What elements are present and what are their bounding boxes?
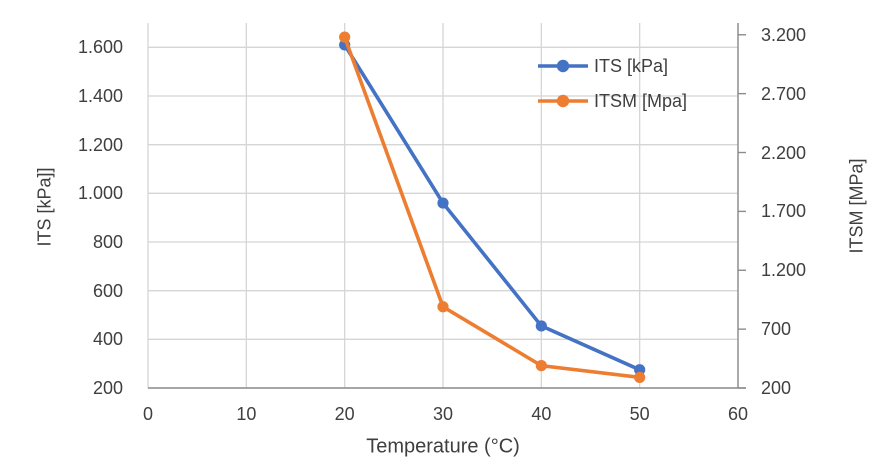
data-point-marker <box>535 360 547 372</box>
legend-line-marker-icon <box>538 59 588 73</box>
data-point-marker <box>535 320 547 332</box>
gridlines <box>147 23 739 389</box>
data-point-marker <box>437 197 449 209</box>
series-line <box>342 36 640 380</box>
data-point-marker <box>634 371 646 384</box>
right-axis-tick-label: 700 <box>761 319 792 340</box>
legend: ITS [kPa] ITSM [Mpa] <box>538 52 687 122</box>
legend-label: ITSM [Mpa] <box>594 90 688 111</box>
series-line <box>343 43 641 372</box>
x-axis-title: Temperature (°C) <box>366 435 520 458</box>
x-axis-tick-label: 30 <box>432 404 454 424</box>
axis-lines <box>148 23 746 389</box>
right-axis-tick-label: 1.200 <box>761 260 807 281</box>
right-axis-title: ITSM [MPa] <box>846 158 867 254</box>
legend-line-marker-icon <box>538 94 588 108</box>
data-point-marker <box>339 31 351 43</box>
data-point-marker <box>634 364 646 376</box>
x-axis-tick-label: 60 <box>727 404 749 424</box>
left-axis-tick-label: 1.200 <box>77 134 123 155</box>
right-axis-tick-label: 1.700 <box>761 201 807 222</box>
legend-label: ITS [kPa] <box>594 55 669 76</box>
series-itsm <box>339 31 646 384</box>
left-axis-tick-label: 400 <box>92 329 123 350</box>
right-axis-tick-label: 2.200 <box>761 142 807 163</box>
right-axis-tick-label: 2.700 <box>761 83 807 104</box>
left-axis-tick-label: 200 <box>92 378 123 398</box>
left-axis-title: ITS [kPa]] <box>34 167 55 247</box>
left-axis-tick-label: 1.400 <box>77 86 123 106</box>
x-axis-tick-label: 0 <box>142 404 153 424</box>
data-point-marker <box>437 301 449 313</box>
right-axis-tick-label: 3.200 <box>761 24 807 45</box>
left-axis-tick-label: 800 <box>92 232 123 252</box>
legend-item-its: ITS [kPa] <box>538 52 687 80</box>
left-axis-tick-label: 600 <box>92 280 123 301</box>
right-axis-tick-label: 200 <box>761 378 792 398</box>
x-axis-tick-label: 20 <box>334 404 355 424</box>
left-axis-tick-label: 1.000 <box>77 183 123 204</box>
legend-item-itsm: ITSM [Mpa] <box>538 87 687 115</box>
left-axis-tick-label: 1.600 <box>77 37 123 58</box>
x-axis-tick-label: 50 <box>629 404 650 424</box>
x-axis-tick-label: 40 <box>531 404 552 424</box>
x-axis-tick-label: 10 <box>236 404 257 424</box>
